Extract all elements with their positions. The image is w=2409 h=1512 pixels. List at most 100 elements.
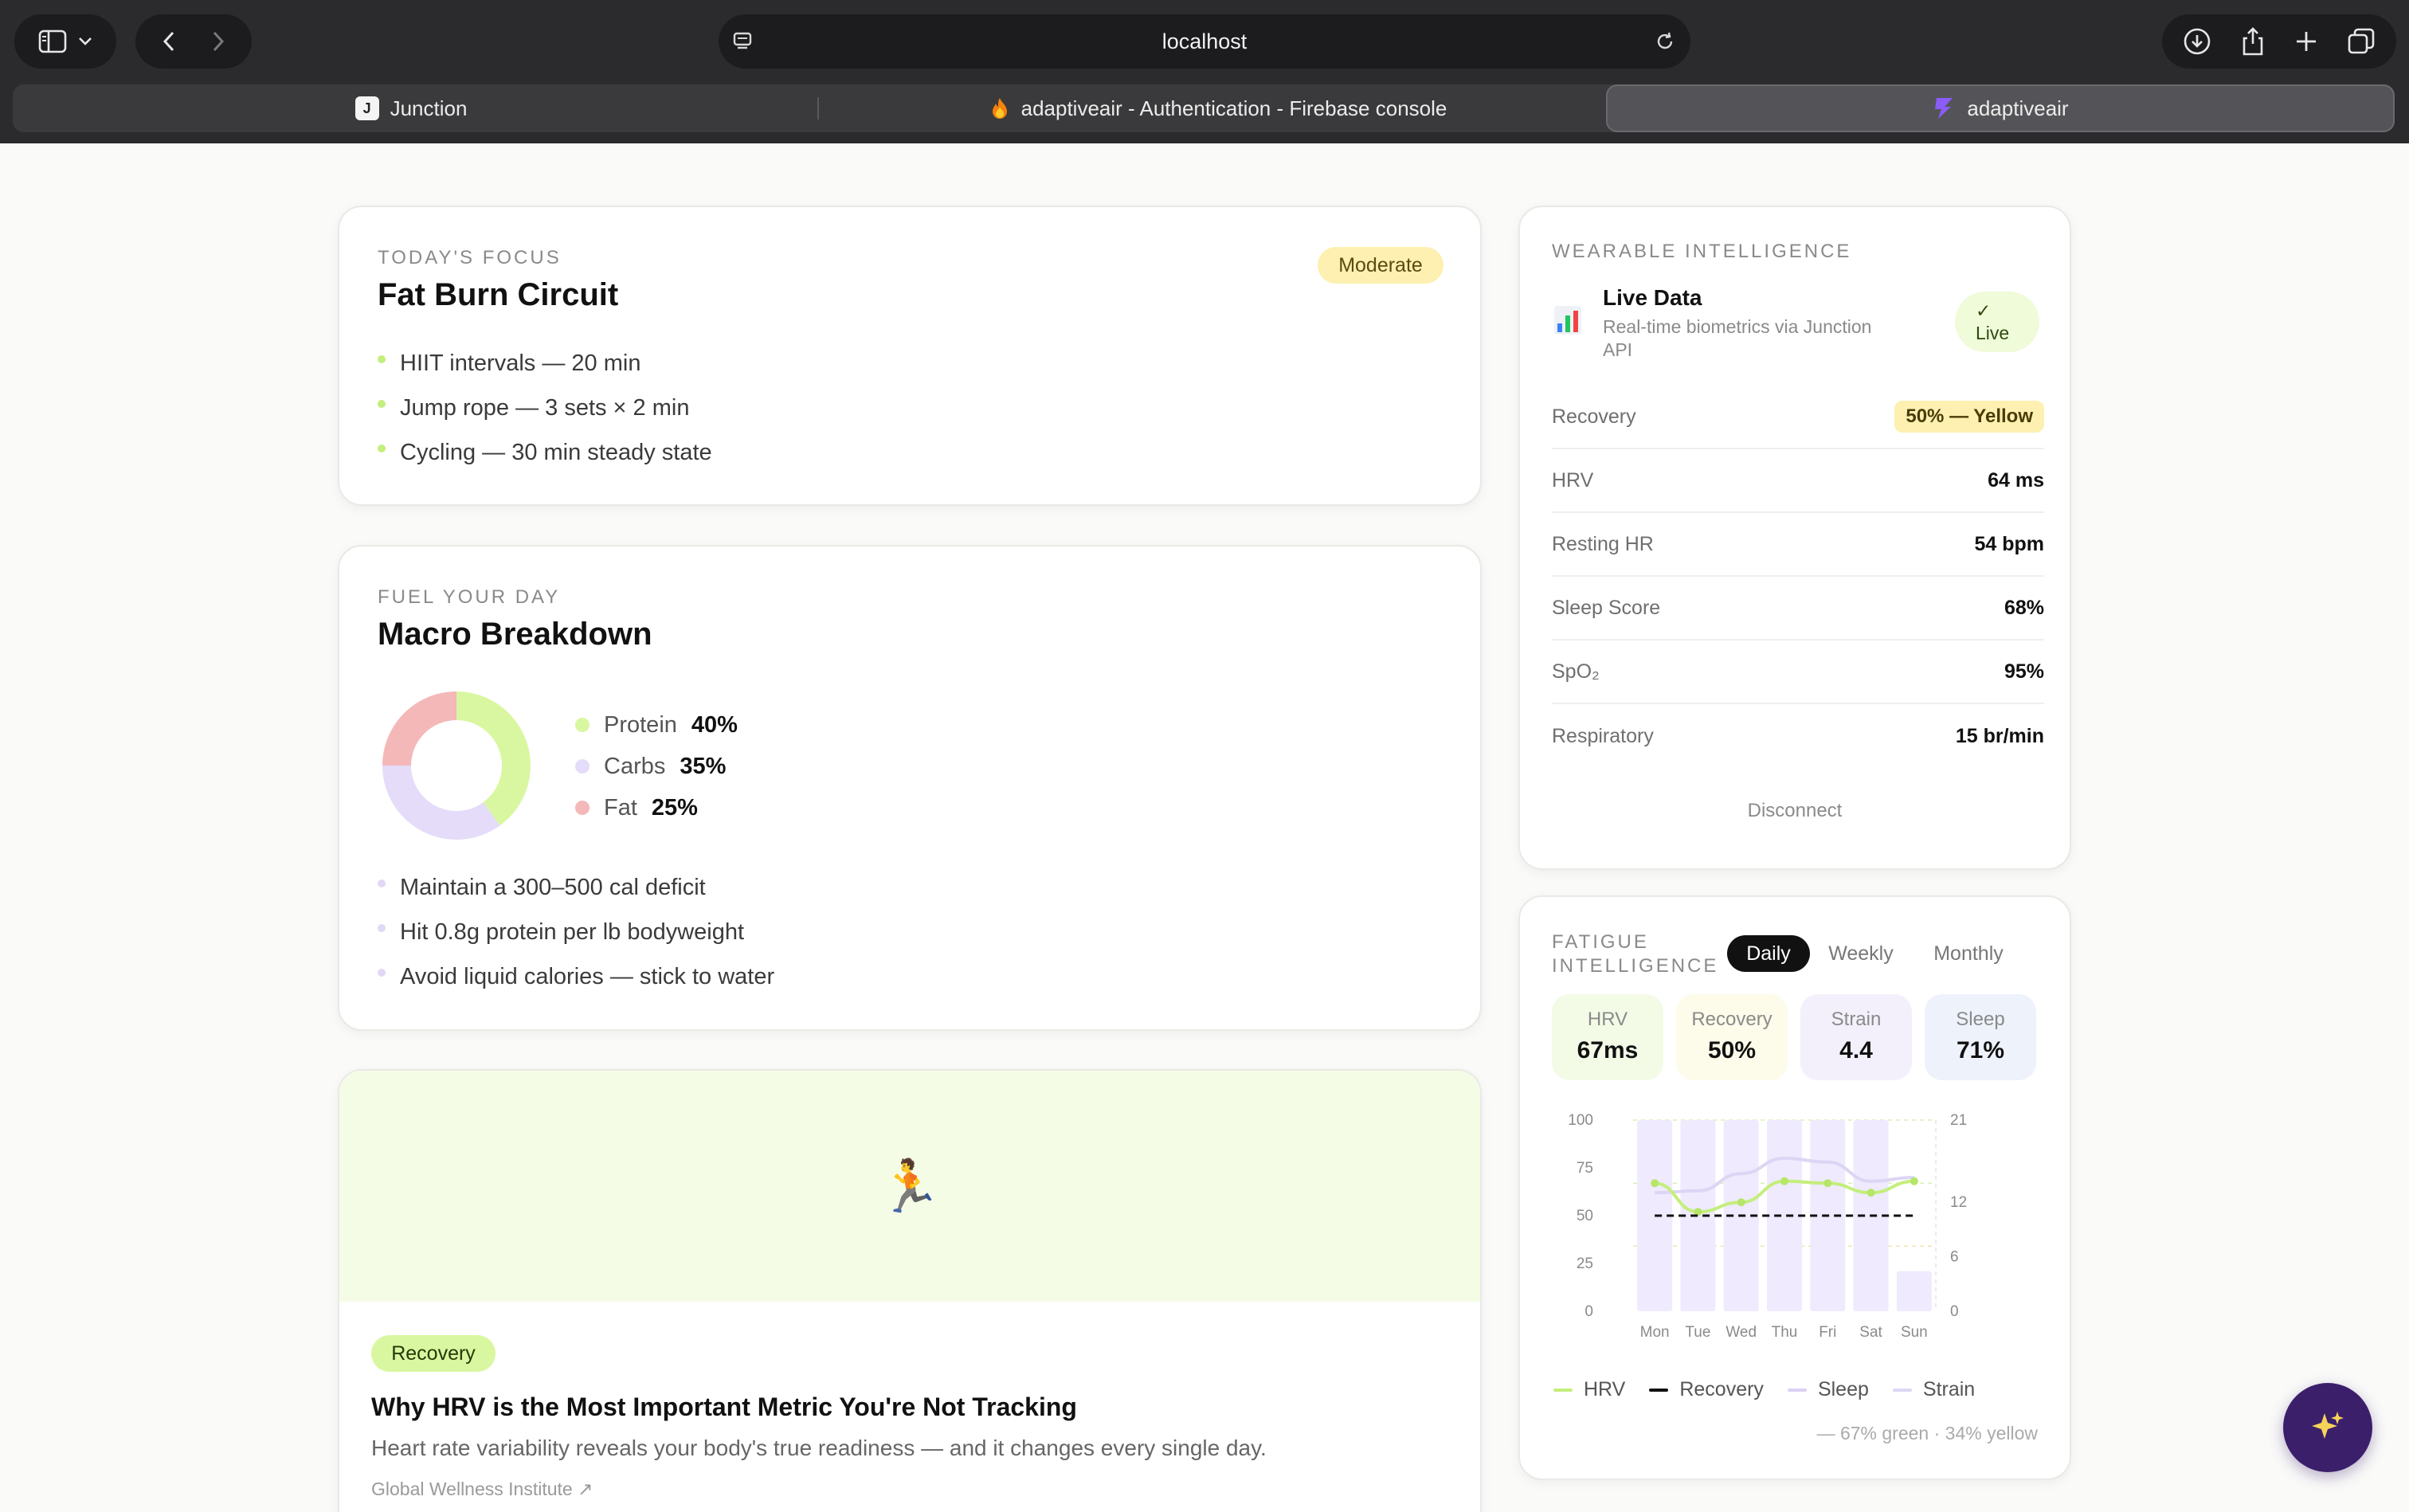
legend-dot (575, 718, 590, 732)
bar-thu (1767, 1120, 1802, 1311)
legend-item-hrv: HRV (1553, 1378, 1625, 1401)
intensity-badge: Moderate (1318, 247, 1443, 284)
legend-item-recovery: Recovery (1649, 1378, 1764, 1401)
card-eyebrow: TODAY'S FOCUS (378, 247, 562, 268)
list-item: Jump rope — 3 sets × 2 min (378, 386, 712, 430)
y-tick-label: 100 (1568, 1112, 1593, 1129)
donut-slice-fat (382, 691, 456, 766)
hrv-point (1823, 1179, 1832, 1188)
metric-row-hrv: HRV 64 ms (1552, 449, 2044, 513)
wearable-card: WEARABLE INTELLIGENCE Live Data Real-tim… (1518, 206, 2071, 870)
chevron-down-icon (79, 37, 92, 45)
stat-value: 50% (1707, 1037, 1757, 1063)
stat-tile-recovery: Recovery 50% (1676, 994, 1788, 1080)
legend-swatch (1553, 1388, 1573, 1392)
x-tick-label: Sun (1901, 1324, 1928, 1341)
card-eyebrow: FATIGUE INTELLIGENCE (1552, 930, 1718, 978)
legend-item-carbs: Carbs 35% (575, 746, 738, 787)
x-tick-label: Wed (1725, 1324, 1757, 1341)
tab-adaptiveair[interactable]: adaptiveair (1606, 84, 2395, 132)
legend-item-protein: Protein 40% (575, 704, 738, 746)
back-arrow-icon[interactable] (163, 31, 175, 52)
donut-slice-carbs (382, 766, 500, 840)
list-item: Avoid liquid calories — stick to water (378, 954, 774, 999)
y2-tick-label: 6 (1950, 1248, 1959, 1265)
legend-item-fat: Fat 25% (575, 787, 738, 828)
tab-daily[interactable]: Daily (1727, 935, 1810, 972)
hrv-point (1737, 1198, 1745, 1207)
metric-row-recovery: Recovery 50% — Yellow (1552, 386, 2044, 449)
article-tag: Recovery (371, 1335, 496, 1372)
stat-label: Recovery (1691, 1009, 1772, 1030)
article-title[interactable]: Why HRV is the Most Important Metric You… (371, 1393, 1077, 1421)
workout-list: HIIT intervals — 20 min Jump rope — 3 se… (378, 341, 712, 475)
check-icon: ✓ (1976, 300, 1992, 321)
live-data-title: Live Data (1603, 285, 1702, 310)
disconnect-button[interactable]: Disconnect (1747, 800, 1843, 821)
legend-label: Carbs (604, 753, 666, 779)
metric-row-spo2: SpO₂ 95% (1552, 640, 2044, 704)
address-bar[interactable]: localhost (719, 14, 1690, 69)
legend-swatch (1892, 1388, 1912, 1392)
y-tick-label: 50 (1577, 1208, 1593, 1224)
article-source-link[interactable]: Global Wellness Institute ↗ (371, 1479, 593, 1499)
tab-firebase[interactable]: adaptiveair - Authentication - Firebase … (824, 84, 1612, 132)
stat-value: 67ms (1577, 1037, 1639, 1063)
metric-value: 15 br/min (1955, 724, 2044, 747)
legend-label: Recovery (1679, 1378, 1764, 1400)
macro-donut-chart (382, 691, 531, 840)
nutrition-tips-list: Maintain a 300–500 cal deficit Hit 0.8g … (378, 865, 774, 999)
share-icon[interactable] (2240, 26, 2266, 57)
x-tick-label: Sat (1859, 1324, 1882, 1341)
stat-tile-sleep: Sleep 71% (1925, 994, 2036, 1080)
bar-mon (1637, 1120, 1673, 1311)
reload-icon[interactable] (1654, 30, 1676, 53)
legend-item-sleep: Sleep (1787, 1378, 1869, 1401)
stat-label: HRV (1587, 1009, 1628, 1030)
new-tab-icon[interactable] (2294, 29, 2318, 53)
tab-overview-icon[interactable] (2347, 27, 2376, 56)
eyebrow-line: FATIGUE (1552, 931, 1649, 953)
article-card[interactable]: 🏃 Recovery Why HRV is the Most Important… (338, 1069, 1482, 1512)
macro-card: FUEL YOUR DAY Macro Breakdown Protein 40%… (338, 545, 1482, 1031)
eyebrow-line: INTELLIGENCE (1552, 955, 1719, 977)
tab-weekly[interactable]: Weekly (1828, 942, 1894, 965)
live-status-badge: ✓ Live (1955, 292, 2039, 352)
tab-junction[interactable]: J Junction (13, 84, 809, 132)
forward-arrow-icon[interactable] (212, 31, 225, 52)
x-tick-label: Tue (1685, 1324, 1710, 1341)
stat-value: 4.4 (1839, 1037, 1873, 1063)
hrv-point (1866, 1189, 1875, 1197)
y-tick-label: 75 (1577, 1160, 1593, 1177)
sidebar-toggle-button[interactable] (14, 14, 116, 69)
metric-row-respiratory: Respiratory 15 br/min (1552, 704, 2044, 768)
metric-label: Sleep Score (1552, 596, 1661, 619)
metric-label: Respiratory (1552, 724, 1654, 747)
bar-sun (1896, 1271, 1932, 1311)
ai-assistant-button[interactable] (2283, 1383, 2372, 1472)
downloads-icon[interactable] (2183, 27, 2211, 56)
lightning-logo-icon (1935, 98, 1953, 119)
hrv-point (1780, 1177, 1788, 1185)
legend-label: Strain (1922, 1378, 1976, 1400)
legend-swatch (1787, 1388, 1807, 1392)
stat-label: Sleep (1956, 1009, 2005, 1030)
legend-label: Sleep (1817, 1378, 1869, 1400)
page-menu-icon[interactable] (731, 30, 754, 53)
card-eyebrow: WEARABLE INTELLIGENCE (1552, 241, 1852, 262)
tab-label: Junction (390, 96, 468, 120)
y2-tick-label: 0 (1950, 1303, 1959, 1320)
metric-label: SpO₂ (1552, 660, 1600, 683)
metric-label: HRV (1552, 468, 1594, 492)
legend-item-strain: Strain (1892, 1378, 1976, 1401)
browser-chrome: localhost J Junction adaptiveair - Authe… (0, 0, 2409, 143)
bar-chart-icon (1554, 306, 1581, 335)
y2-tick-label: 21 (1950, 1112, 1967, 1129)
legend-dot (575, 801, 590, 815)
tab-monthly[interactable]: Monthly (1933, 942, 2004, 965)
history-nav (135, 14, 252, 69)
tab-bar: J Junction adaptiveair - Authentication … (13, 84, 2395, 132)
chart-footnote: — 67% green · 34% yellow (1816, 1423, 2038, 1443)
metric-value: 68% (2004, 596, 2044, 619)
x-tick-label: Mon (1640, 1324, 1670, 1341)
